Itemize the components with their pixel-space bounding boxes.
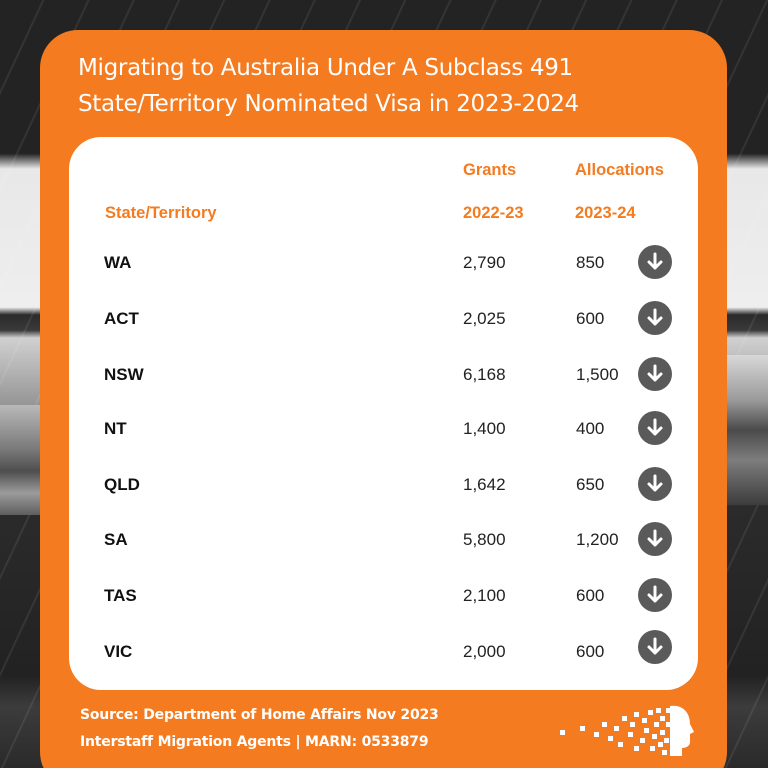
state-cell: ACT (104, 309, 139, 328)
down-arrow-icon (638, 578, 672, 612)
agent-text: Interstaff Migration Agents | MARN: 0533… (80, 734, 429, 750)
grants-cell: 2,790 (463, 253, 506, 272)
table-row: NT 1,400 400 (0, 411, 768, 445)
state-cell: QLD (104, 475, 140, 494)
state-cell: TAS (104, 586, 137, 605)
allocation-cell: 850 (576, 253, 605, 272)
source-text: Source: Department of Home Affairs Nov 2… (80, 707, 439, 723)
grants-header-bottom: 2022-23 (463, 204, 524, 222)
down-arrow-icon (638, 522, 672, 556)
allocation-cell: 600 (576, 642, 605, 661)
table-row: SA 5,800 1,200 (0, 522, 768, 556)
grants-cell: 2,025 (463, 309, 506, 328)
allocation-cell: 1,500 (576, 365, 619, 384)
state-header: State/Territory (105, 204, 217, 222)
grants-cell: 1,642 (463, 475, 506, 494)
allocation-cell: 1,200 (576, 530, 619, 549)
allocation-cell: 400 (576, 419, 605, 438)
grants-cell: 2,100 (463, 586, 506, 605)
state-cell: WA (104, 253, 132, 272)
background-plane-left (0, 405, 40, 515)
allocation-cell: 650 (576, 475, 605, 494)
company-logo-icon (556, 702, 696, 758)
down-arrow-icon (638, 357, 672, 391)
state-cell: VIC (104, 642, 133, 661)
table-row: WA 2,790 850 (0, 245, 768, 279)
state-cell: NT (104, 419, 127, 438)
grants-cell: 5,800 (463, 530, 506, 549)
down-arrow-icon (638, 301, 672, 335)
grants-header-top: Grants (463, 161, 517, 179)
allocations-header-bottom: 2023-24 (575, 204, 636, 222)
state-cell: NSW (104, 365, 144, 384)
allocations-header-top: Allocations (575, 161, 664, 179)
grants-cell: 1,400 (463, 419, 506, 438)
title-line-2: State/Territory Nominated Visa in 2023-2… (78, 91, 579, 117)
down-arrow-icon (638, 411, 672, 445)
allocation-cell: 600 (576, 586, 605, 605)
down-arrow-icon (638, 630, 672, 664)
allocation-cell: 600 (576, 309, 605, 328)
down-arrow-icon (638, 467, 672, 501)
table-row: NSW 6,168 1,500 (0, 357, 768, 391)
grants-cell: 6,168 (463, 365, 506, 384)
table-row: VIC 2,000 600 (0, 630, 768, 664)
grants-cell: 2,000 (463, 642, 506, 661)
table-row: TAS 2,100 600 (0, 578, 768, 612)
data-table-card: Grants Allocations State/Territory 2022-… (69, 137, 698, 690)
down-arrow-icon (638, 245, 672, 279)
state-cell: SA (104, 530, 128, 549)
page-title: Migrating to Australia Under A Subclass … (78, 50, 718, 122)
table-row: ACT 2,025 600 (0, 301, 768, 335)
background-plane-right (727, 355, 768, 505)
title-line-1: Migrating to Australia Under A Subclass … (78, 55, 573, 81)
table-row: QLD 1,642 650 (0, 467, 768, 501)
